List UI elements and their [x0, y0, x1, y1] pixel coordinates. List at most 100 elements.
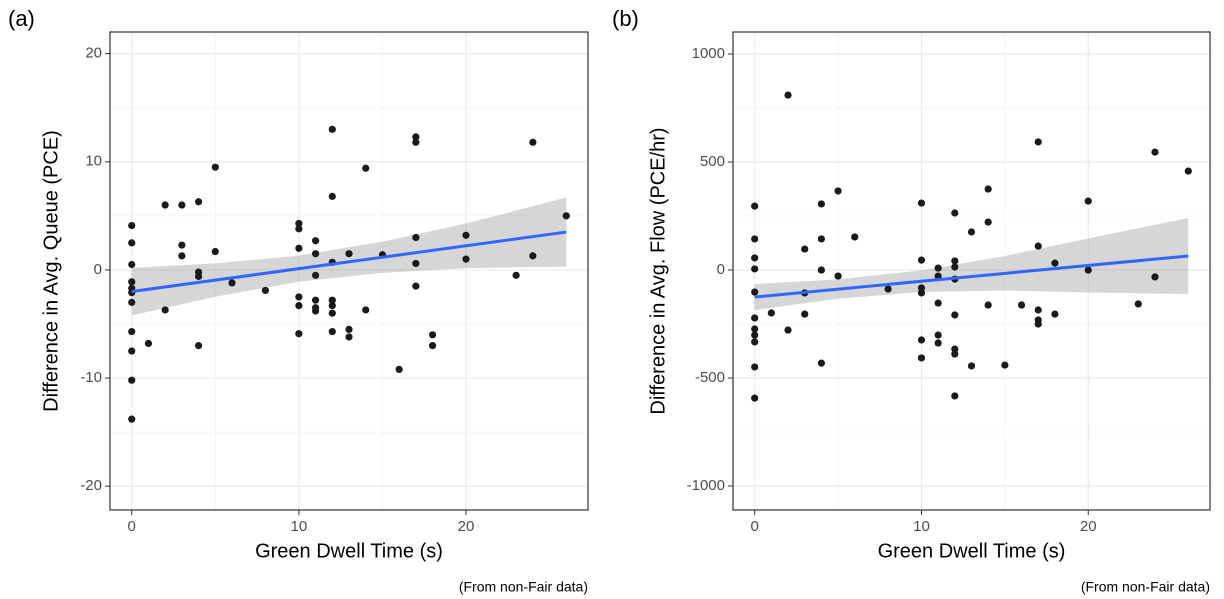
point	[951, 350, 959, 358]
point	[194, 198, 203, 206]
point	[917, 289, 926, 297]
point	[462, 231, 470, 239]
point	[934, 264, 942, 272]
point	[128, 347, 136, 355]
point	[917, 284, 926, 292]
point	[951, 311, 959, 319]
y-tick-label: -500	[695, 369, 725, 386]
point	[362, 164, 370, 172]
point	[1051, 310, 1059, 318]
point	[562, 212, 570, 220]
point	[295, 219, 303, 228]
point	[951, 257, 959, 265]
point	[311, 271, 320, 279]
point	[311, 237, 320, 245]
panel-label: (b)	[612, 6, 639, 31]
y-tick-label: 20	[85, 45, 102, 62]
point	[1001, 361, 1009, 369]
point	[412, 259, 420, 268]
point	[128, 298, 136, 306]
point	[295, 330, 303, 338]
point	[1151, 273, 1159, 281]
point	[345, 250, 353, 258]
point	[412, 233, 420, 242]
panel-label: (a)	[8, 6, 35, 31]
point	[128, 260, 136, 269]
point	[1084, 266, 1092, 274]
point	[834, 272, 842, 280]
point	[751, 254, 759, 262]
point	[345, 325, 353, 333]
point	[984, 185, 992, 193]
y-tick-label: 500	[700, 153, 725, 170]
x-tick-label: 0	[751, 518, 759, 535]
point	[917, 336, 926, 344]
point	[817, 359, 825, 367]
point	[817, 200, 825, 208]
point	[295, 244, 303, 252]
point	[328, 192, 336, 200]
point	[295, 302, 303, 310]
point	[211, 247, 219, 256]
point	[412, 138, 420, 146]
point	[128, 327, 136, 336]
point	[951, 345, 959, 353]
plot-border	[109, 31, 589, 511]
point	[1084, 197, 1092, 205]
point	[161, 201, 169, 209]
point	[817, 266, 825, 274]
plot-background	[110, 32, 588, 510]
y-tick-label: 10	[85, 153, 102, 170]
point	[178, 241, 186, 249]
point	[128, 415, 136, 423]
point	[194, 272, 203, 281]
point	[1034, 138, 1042, 146]
point	[412, 133, 420, 141]
point	[934, 331, 942, 339]
point	[228, 279, 236, 287]
point	[529, 138, 537, 146]
point	[751, 202, 759, 210]
x-tick-label: 20	[458, 518, 475, 535]
x-axis-label: Green Dwell Time (s)	[255, 540, 443, 562]
fit-line	[131, 230, 567, 294]
point	[128, 239, 136, 247]
point	[1017, 301, 1026, 309]
point	[951, 263, 959, 271]
point	[917, 256, 926, 264]
point	[395, 365, 403, 374]
point	[311, 250, 320, 258]
point	[967, 362, 976, 370]
panel: 0 10 20 -1000 -500 0 500 1000 (b) Green Dwell Tim…	[612, 6, 1211, 595]
point	[984, 218, 992, 226]
point	[984, 301, 992, 309]
x-axis-label: Green Dwell Time (s)	[878, 540, 1066, 562]
point	[462, 255, 470, 263]
point	[934, 339, 942, 347]
panel: 0 10 20 -20 -10 0 10 20 (a) Green Dwell Time (s) D…	[8, 6, 589, 595]
point	[751, 394, 759, 402]
point	[328, 125, 336, 133]
point	[834, 187, 842, 195]
point	[951, 392, 959, 400]
point	[261, 286, 270, 295]
point	[917, 199, 926, 207]
point	[751, 235, 759, 243]
point	[1034, 320, 1042, 328]
y-axis-label: Difference in Avg. Queue (PCE)	[40, 130, 62, 412]
y-tick-label: 0	[717, 261, 725, 278]
point	[751, 338, 759, 346]
y-tick-label: -1000	[687, 477, 725, 494]
point	[784, 326, 792, 334]
x-tick-label: 0	[128, 518, 136, 535]
point	[311, 307, 320, 315]
point	[751, 265, 759, 273]
point	[161, 306, 169, 314]
point	[751, 363, 759, 371]
point	[801, 310, 809, 318]
point	[412, 282, 420, 290]
point	[345, 333, 353, 341]
point	[178, 252, 186, 260]
x-tick-label: 20	[1080, 518, 1097, 535]
